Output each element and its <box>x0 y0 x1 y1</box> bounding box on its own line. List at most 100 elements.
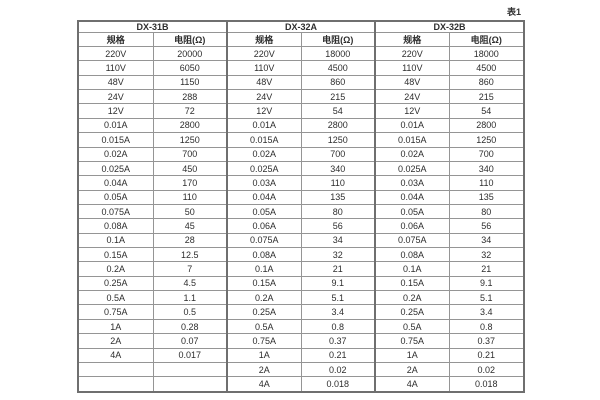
resistance-cell: 135 <box>448 189 525 205</box>
spec-cell: 0.1A <box>77 232 154 249</box>
spec-cell: 2A <box>77 333 154 349</box>
resistance-cell: 3.4 <box>300 304 376 320</box>
resistance-header: 电阻(Ω) <box>448 32 525 47</box>
resistance-cell: 0.8 <box>300 318 376 335</box>
table-row: 1A 0.28 0.5A 0.8 0.5A 0.8 <box>77 318 525 335</box>
table-row: 0.075A 50 0.05A 80 0.05A 80 <box>77 203 525 220</box>
table-row: 48V 1150 48V 860 48V 860 <box>77 74 525 91</box>
resistance-cell: 340 <box>300 160 376 177</box>
resistance-cell: 215 <box>300 89 376 105</box>
spec-cell: 0.015A <box>226 132 302 148</box>
resistance-cell: 288 <box>152 89 228 105</box>
resistance-cell: 56 <box>300 218 376 234</box>
spec-cell: 0.075A <box>77 203 154 220</box>
resistance-cell: 215 <box>448 89 525 105</box>
table-row: 4A 0.018 4A 0.018 <box>77 376 525 393</box>
spec-cell: 0.2A <box>226 290 302 306</box>
spec-cell: 0.15A <box>374 275 450 292</box>
spec-cell: 0.02A <box>374 146 450 162</box>
spec-cell: 12V <box>77 103 154 119</box>
resistance-cell: 4.5 <box>152 275 228 292</box>
resistance-cell: 5.1 <box>448 290 525 306</box>
spec-cell: 24V <box>374 89 450 105</box>
resistance-cell: 34 <box>448 232 525 249</box>
resistance-cell: 0.8 <box>448 318 525 335</box>
resistance-cell: 1.1 <box>152 290 228 306</box>
resistance-cell: 1150 <box>152 74 228 91</box>
resistance-cell: 4500 <box>448 60 525 76</box>
table-row: 0.15A 12.5 0.08A 32 0.08A 32 <box>77 247 525 263</box>
resistance-cell: 80 <box>300 203 376 220</box>
resistance-cell: 700 <box>300 146 376 162</box>
resistance-cell: 12.5 <box>152 247 228 263</box>
resistance-cell: 72 <box>152 103 228 119</box>
resistance-cell: 170 <box>152 175 228 191</box>
resistance-cell: 0.21 <box>300 347 376 363</box>
resistance-cell: 54 <box>448 103 525 119</box>
resistance-cell: 21 <box>448 261 525 277</box>
spec-cell: 0.05A <box>226 203 302 220</box>
spec-cell: 48V <box>226 74 302 91</box>
resistance-cell: 2800 <box>448 117 525 134</box>
spec-cell: 0.03A <box>374 175 450 191</box>
spec-cell: 0.15A <box>77 247 154 263</box>
spec-cell: 12V <box>226 103 302 119</box>
spec-cell: 0.01A <box>374 117 450 134</box>
resistance-cell: 2800 <box>152 117 228 134</box>
spec-cell: 0.1A <box>226 261 302 277</box>
resistance-cell: 54 <box>300 103 376 119</box>
table-row: 0.75A 0.5 0.25A 3.4 0.25A 3.4 <box>77 304 525 320</box>
spec-cell: 0.025A <box>374 160 450 177</box>
spec-cell: 0.03A <box>226 175 302 191</box>
spec-cell: 110V <box>374 60 450 76</box>
resistance-cell: 0.37 <box>448 333 525 349</box>
resistance-cell: 1250 <box>448 132 525 148</box>
spec-cell: 0.08A <box>374 247 450 263</box>
spec-cell: 0.01A <box>226 117 302 134</box>
spec-cell: 0.075A <box>374 232 450 249</box>
resistance-cell: 0.02 <box>300 361 376 378</box>
resistance-cell: 6050 <box>152 60 228 76</box>
resistance-cell: 28 <box>152 232 228 249</box>
spec-cell: 1A <box>77 318 154 335</box>
resistance-cell: 450 <box>152 160 228 177</box>
spec-cell: 0.1A <box>374 261 450 277</box>
spec-cell: 110V <box>77 60 154 76</box>
resistance-cell: 4500 <box>300 60 376 76</box>
resistance-cell: 32 <box>448 247 525 263</box>
spec-cell: 0.25A <box>226 304 302 320</box>
group-header-dx31b: DX-31B <box>77 20 228 33</box>
resistance-cell: 20000 <box>152 45 228 62</box>
resistance-cell: 110 <box>300 175 376 191</box>
resistance-cell: 0.07 <box>152 333 228 349</box>
resistance-cell: 0.018 <box>300 376 376 393</box>
spec-cell: 1A <box>226 347 302 363</box>
resistance-cell: 9.1 <box>300 275 376 292</box>
resistance-cell: 3.4 <box>448 304 525 320</box>
spec-cell: 110V <box>226 60 302 76</box>
resistance-cell: 7 <box>152 261 228 277</box>
table-row: 0.2A 7 0.1A 21 0.1A 21 <box>77 261 525 277</box>
table-row: 12V 72 12V 54 12V 54 <box>77 103 525 119</box>
spec-cell: 0.01A <box>77 117 154 134</box>
resistance-cell: 45 <box>152 218 228 234</box>
spec-cell <box>77 361 154 378</box>
resistance-cell: 9.1 <box>448 275 525 292</box>
table-row: 0.05A 110 0.04A 135 0.04A 135 <box>77 189 525 205</box>
spec-cell: 0.025A <box>226 160 302 177</box>
table-row: 0.04A 170 0.03A 110 0.03A 110 <box>77 175 525 191</box>
spec-cell: 0.2A <box>77 261 154 277</box>
table-row: 0.025A 450 0.025A 340 0.025A 340 <box>77 160 525 177</box>
spec-header: 规格 <box>226 32 302 47</box>
spec-cell: 0.25A <box>374 304 450 320</box>
spec-cell: 220V <box>374 45 450 62</box>
resistance-cell: 50 <box>152 203 228 220</box>
resistance-cell: 110 <box>152 189 228 205</box>
table-row: 0.015A 1250 0.015A 1250 0.015A 1250 <box>77 132 525 148</box>
resistance-cell: 56 <box>448 218 525 234</box>
resistance-spec-table: DX-31B DX-32A DX-32B 规格 电阻(Ω) 规格 电阻(Ω) 规… <box>77 20 526 393</box>
table-row: 2A 0.02 2A 0.02 <box>77 361 525 378</box>
resistance-cell: 1250 <box>152 132 228 148</box>
spec-cell: 12V <box>374 103 450 119</box>
spec-cell: 220V <box>77 45 154 62</box>
